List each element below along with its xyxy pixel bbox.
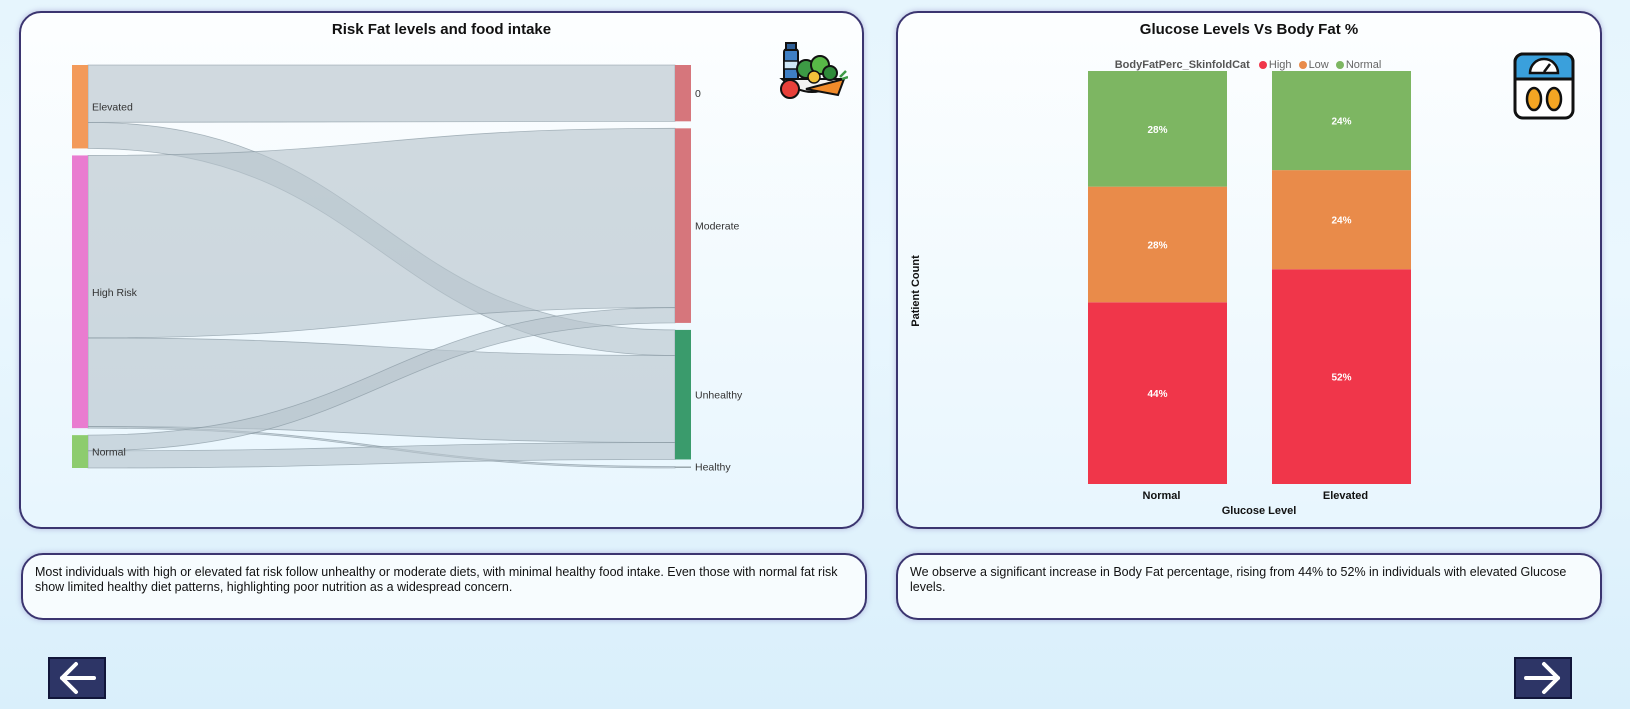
legend-item-low[interactable]: Low [1298,59,1329,71]
x-tick-label-normal: Normal [1143,490,1181,502]
bar-data-label-elevated-normal: 24% [1331,117,1351,128]
bar-data-label-normal-high: 44% [1147,389,1167,400]
body-scale-icon [1513,52,1575,120]
bar-segment-normal-high[interactable] [1088,302,1227,484]
sankey-node-label-unhealthy: Unhealthy [695,390,743,402]
bar-insight-note: We observe a significant increase in Bod… [896,553,1602,620]
sankey-title: Risk Fat levels and food intake [331,21,552,38]
bar-segment-normal-low[interactable] [1088,186,1227,303]
sankey-node-0[interactable] [675,65,691,122]
sankey-link-elevated-to-0[interactable] [87,64,676,123]
bar-chart: Patient Count Glucose Level 44% 28% 28% Nor… [910,71,1411,517]
sankey-node-moderate[interactable] [675,128,691,323]
bar-legend: BodyFatPerc_SkinfoldCat High Low Normal [898,59,1600,71]
bar-segment-normal-normal[interactable] [1088,71,1227,187]
sankey-link-normal-to-unhealthy[interactable] [87,442,676,469]
sankey-link-high-risk-to-unhealthy[interactable] [87,337,676,443]
bar-data-label-normal-low: 28% [1147,240,1167,251]
sankey-link-high-risk-to-moderate[interactable] [87,127,676,339]
bar-segment-elevated-normal[interactable] [1272,71,1411,171]
bar-data-label-normal-normal: 28% [1147,125,1167,136]
sankey-chart: Elevated High Risk Normal 0 Moderate Unhealth… [72,64,743,473]
sankey-node-normal[interactable] [72,435,88,468]
bar-title: Glucose Levels Vs Body Fat % [1139,21,1359,38]
arrow-left-icon [60,662,96,694]
sankey-node-label-high-risk: High Risk [92,287,138,299]
next-button[interactable] [1514,657,1572,699]
sankey-panel: Risk Fat levels and food intake Elevated… [19,11,864,529]
bar-segment-elevated-high[interactable] [1272,269,1411,484]
sankey-node-elevated[interactable] [72,65,88,149]
sankey-node-label-healthy: Healthy [695,461,731,473]
back-button[interactable] [48,657,106,699]
sankey-node-healthy[interactable] [675,466,691,468]
bar-data-label-elevated-high: 52% [1331,373,1351,384]
bar-data-label-elevated-low: 24% [1331,216,1351,227]
legend-item-high[interactable]: High [1258,59,1292,71]
y-axis-label: Patient Count [910,255,922,327]
sankey-node-high-risk[interactable] [72,155,88,429]
sankey-link-normal-to-moderate[interactable] [87,307,676,452]
bar-panel: Glucose Levels Vs Body Fat % BodyFatPerc… [896,11,1602,529]
x-axis-label: Glucose Level [1222,505,1297,517]
sankey-node-unhealthy[interactable] [675,329,691,460]
sankey-node-label-normal: Normal [92,447,126,459]
x-tick-label-elevated: Elevated [1323,490,1368,502]
legend-title: BodyFatPerc_SkinfoldCat [1114,59,1250,71]
arrow-right-icon [1524,662,1560,694]
sankey-insight-note: Most individuals with high or elevated f… [21,553,867,620]
sankey-nodes: Elevated High Risk Normal 0 Moderate Unhealth… [72,65,743,473]
bar-segment-elevated-low[interactable] [1272,170,1411,270]
healthy-food-icon [779,42,848,99]
sankey-node-label-moderate: Moderate [695,221,740,233]
sankey-node-label-0: 0 [695,88,701,100]
sankey-links [87,64,676,469]
legend-item-normal[interactable]: Normal [1335,59,1381,71]
sankey-node-label-elevated: Elevated [92,102,133,114]
